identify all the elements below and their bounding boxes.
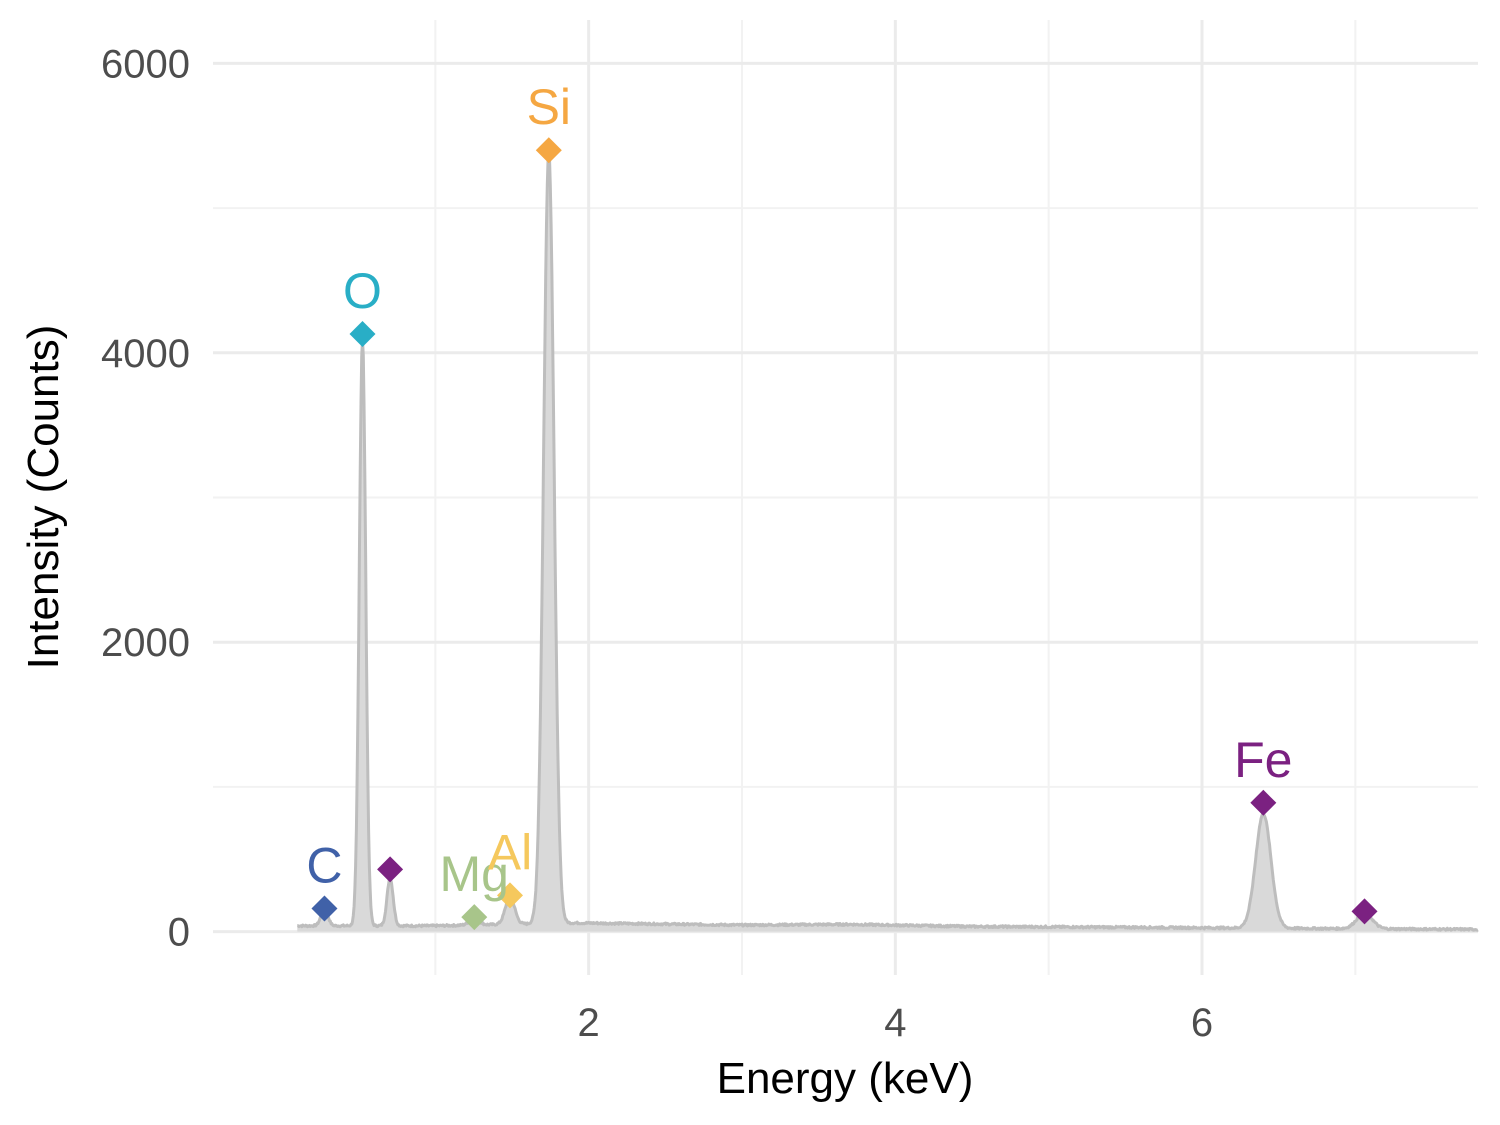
peak-marker-si xyxy=(535,137,562,164)
spectrum-area xyxy=(297,151,1478,932)
x-tick-label: 6 xyxy=(1191,1001,1213,1045)
peak-label-si: Si xyxy=(527,79,571,135)
grid-lines xyxy=(213,20,1478,975)
peak-marker-c xyxy=(311,895,338,922)
peak-markers xyxy=(311,137,1378,931)
y-tick-label: 4000 xyxy=(101,332,190,376)
y-tick-label: 2000 xyxy=(101,621,190,665)
y-tick-label: 6000 xyxy=(101,42,190,86)
peak-marker-fe xyxy=(1351,898,1378,925)
x-tick-label: 2 xyxy=(578,1001,600,1045)
peak-label-fe: Fe xyxy=(1234,732,1292,788)
x-tick-label: 4 xyxy=(884,1001,906,1045)
spectrum-line xyxy=(296,150,1479,932)
peak-marker-fe xyxy=(1250,789,1277,816)
peak-marker-al xyxy=(497,882,524,909)
peak-marker-fe xyxy=(377,856,404,883)
peak-marker-mg xyxy=(461,904,488,931)
peak-label-mg: Mg xyxy=(440,846,509,902)
y-axis-title: Intensity (Counts) xyxy=(19,325,68,670)
tick-labels: 2 4 6 0 2000 4000 6000 xyxy=(101,42,1213,1045)
x-axis-title: Energy (keV) xyxy=(717,1054,974,1103)
peak-label-o: O xyxy=(343,263,382,319)
y-tick-label: 0 xyxy=(168,911,190,955)
peak-label-c: C xyxy=(306,837,342,893)
peak-marker-o xyxy=(349,320,376,347)
spectrum-series xyxy=(296,150,1479,932)
peak-label-al: Al xyxy=(488,824,532,880)
